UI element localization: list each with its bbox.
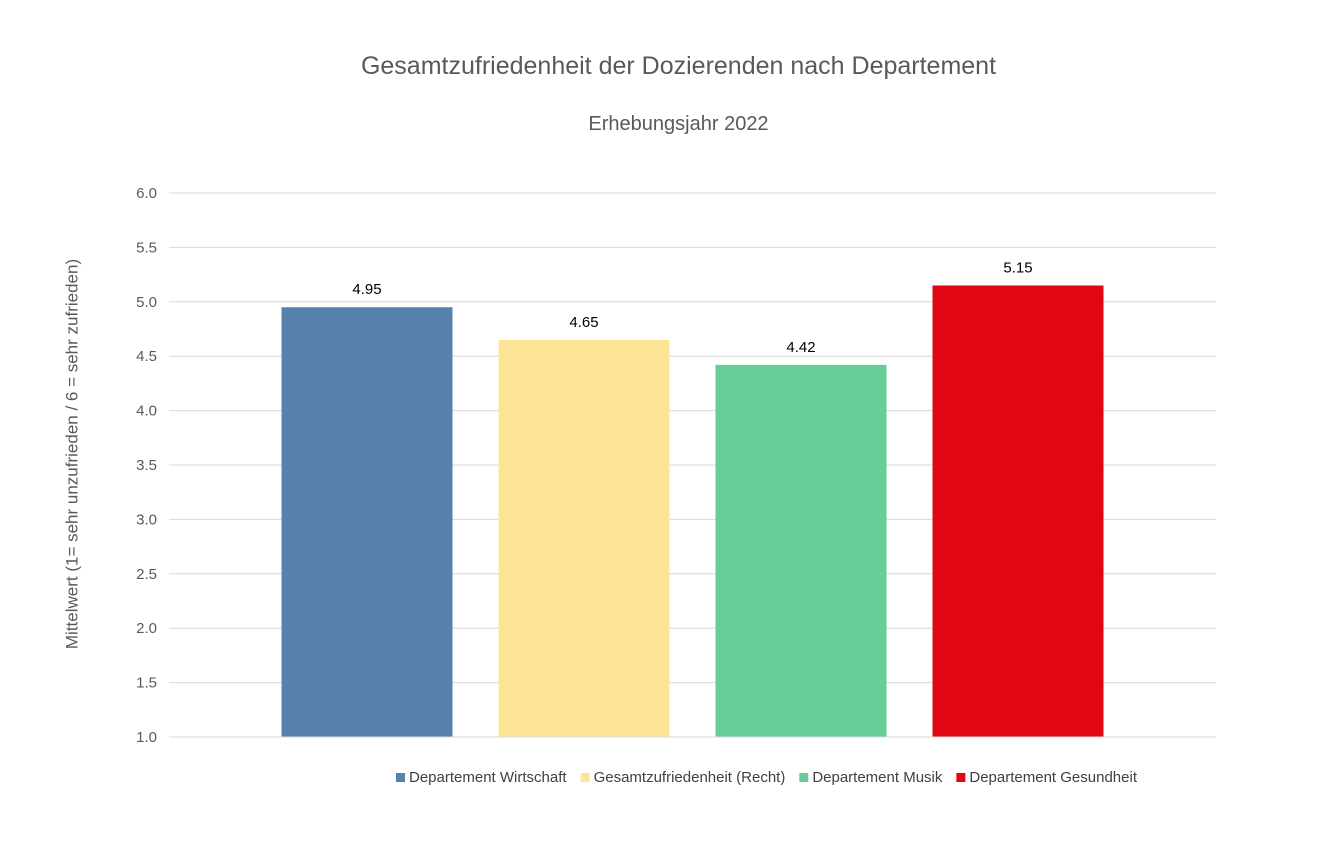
legend-swatch [396,773,406,782]
y-tick-label: 1.0 [136,729,157,746]
y-tick-label: 3.5 [136,457,157,474]
legend-swatch [799,773,809,782]
y-tick-label: 6.0 [136,185,157,202]
data-label: 4.65 [569,314,598,331]
y-axis-label: Mittelwert (1= sehr unzufrieden / 6 = se… [62,259,81,649]
y-tick-label: 4.5 [136,348,157,365]
legend-item: Gesamtzufriedenheit (Recht) [580,769,786,786]
legend: Departement Wirtschaft Gesamtzufriedenhei… [396,769,1138,786]
legend-item: Departement Gesundheit [956,769,1138,786]
legend-label: Departement Musik [812,769,943,786]
bar [281,307,453,737]
y-tick-label: 3.0 [136,511,157,528]
legend-label: Departement Wirtschaft [409,769,567,786]
legend-label: Departement Gesundheit [969,769,1137,786]
data-labels: 4.95 4.65 4.42 5.15 [352,259,1032,355]
data-label: 4.42 [786,339,815,356]
legend-label: Gesamtzufriedenheit (Recht) [594,769,786,786]
bars [281,285,1104,737]
y-tick-label: 2.0 [136,620,157,637]
y-tick-label: 5.5 [136,239,157,256]
legend-item: Departement Wirtschaft [396,769,567,786]
chart-subtitle: Erhebungsjahr 2022 [588,113,769,135]
data-label: 4.95 [352,281,381,298]
data-label: 5.15 [1003,259,1032,276]
legend-swatch [956,773,966,782]
legend-item: Departement Musik [799,769,943,786]
y-tick-label: 2.5 [136,566,157,583]
y-tick-label: 5.0 [136,294,157,311]
bar [715,364,887,737]
y-tick-label: 1.5 [136,675,157,692]
y-tick-label: 4.0 [136,403,157,420]
y-axis-ticks: 1.0 1.5 2.0 2.5 3.0 3.5 4.0 4.5 5.0 5.5 6.0 [136,185,157,746]
chart-title: Gesamtzufriedenheit der Dozierenden nach… [360,52,997,80]
bar [932,285,1104,737]
legend-swatch [580,773,590,782]
bar [498,339,670,737]
